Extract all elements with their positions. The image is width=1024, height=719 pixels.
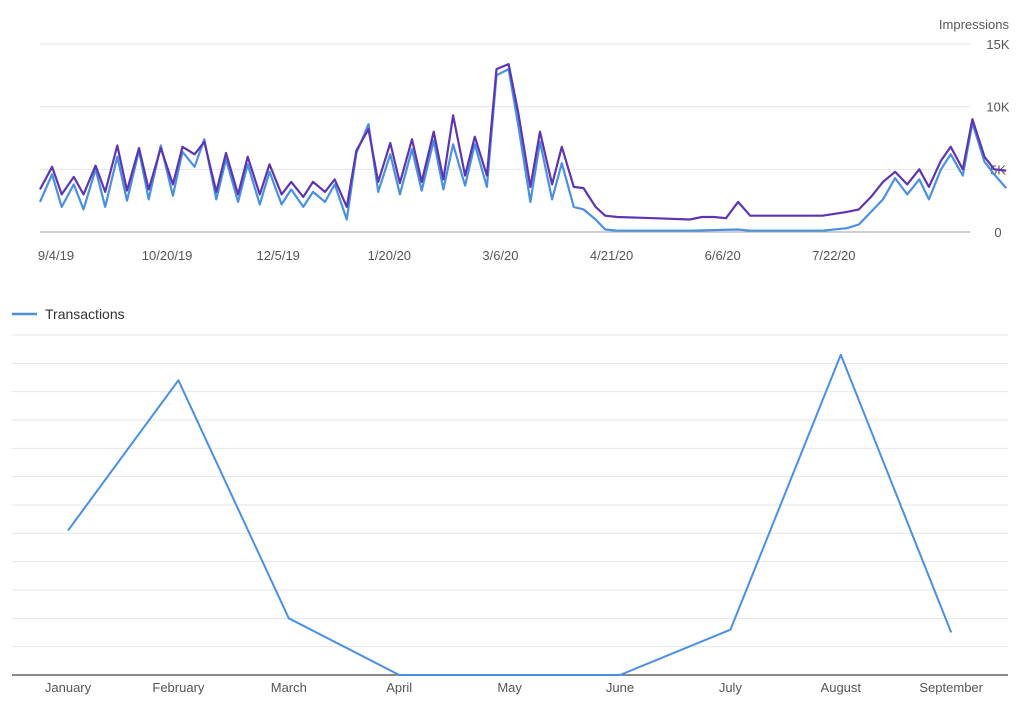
- impressions-axis-title: Impressions: [939, 17, 1010, 32]
- transactions-x-tick-label: January: [45, 680, 92, 695]
- transactions-x-tick-label: September: [919, 680, 983, 695]
- transactions-x-tick-label: May: [497, 680, 522, 695]
- impressions-x-tick-label: 3/6/20: [482, 248, 518, 263]
- impressions-x-tick-label: 12/5/19: [257, 248, 300, 263]
- transactions-x-tick-label: April: [386, 680, 412, 695]
- impressions-x-tick-label: 10/20/19: [142, 248, 193, 263]
- transactions-chart: Transactions January February March April May…: [12, 306, 1008, 695]
- impressions-x-tick-label: 6/6/20: [705, 248, 741, 263]
- impressions-series-line-2: [38, 67, 1008, 232]
- transactions-x-tick-label: March: [271, 680, 307, 695]
- transactions-x-tick-label: June: [606, 680, 634, 695]
- transactions-x-tick-label: July: [719, 680, 743, 695]
- impressions-y-tick-label: 15K: [986, 37, 1009, 52]
- transactions-x-tick-label: February: [152, 680, 205, 695]
- impressions-y-tick-label: 0: [994, 225, 1001, 240]
- transactions-series-line: [67, 353, 953, 676]
- impressions-series-line-1: [39, 62, 1007, 221]
- transactions-x-tick-label: August: [821, 680, 862, 695]
- transactions-legend-label: Transactions: [45, 306, 125, 322]
- impressions-y-tick-label: 10K: [986, 100, 1009, 115]
- impressions-x-tick-label: 4/21/20: [590, 248, 633, 263]
- impressions-x-tick-label: 1/20/20: [368, 248, 411, 263]
- impressions-x-tick-label: 9/4/19: [38, 248, 74, 263]
- impressions-x-tick-label: 7/22/20: [812, 248, 855, 263]
